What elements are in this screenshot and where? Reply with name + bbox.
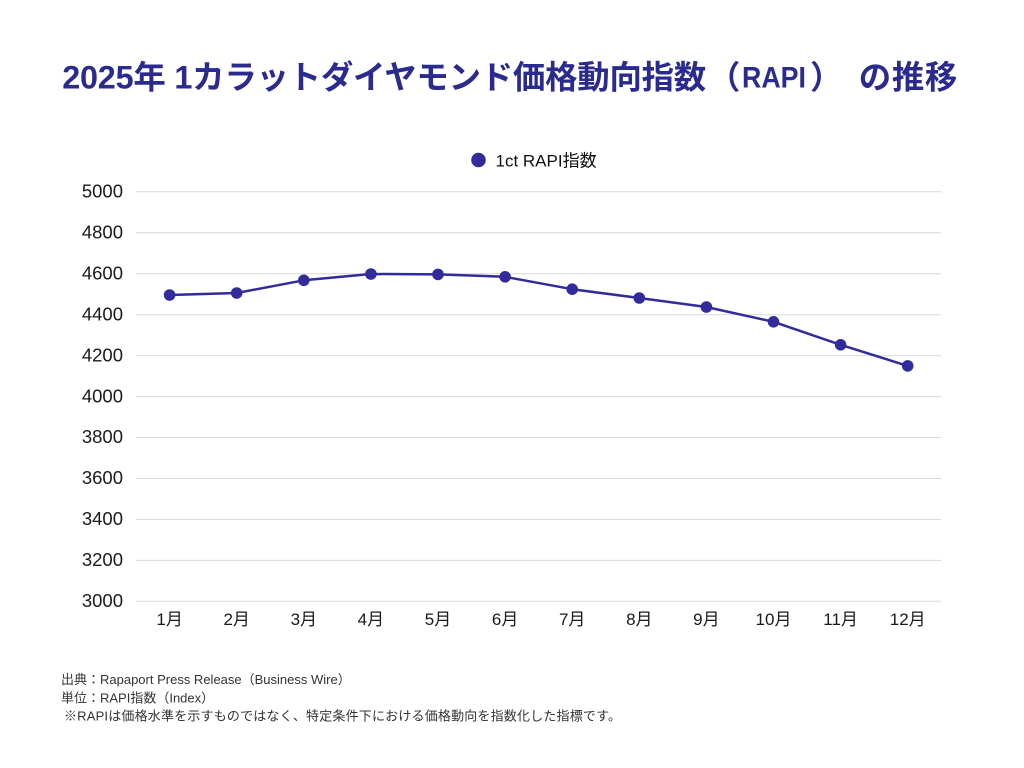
svg-text:）: ）	[810, 60, 842, 96]
svg-text:10月: 10月	[756, 610, 792, 629]
svg-text:3400: 3400	[82, 508, 123, 529]
svg-text:3800: 3800	[82, 426, 123, 447]
svg-text:RAPI: RAPI	[742, 62, 806, 95]
svg-text:（: （	[708, 60, 740, 96]
svg-text:7月: 7月	[559, 610, 585, 629]
svg-text:5000: 5000	[82, 181, 123, 202]
svg-text:6月: 6月	[492, 610, 518, 629]
svg-text:3月: 3月	[291, 610, 317, 629]
svg-text:3200: 3200	[82, 549, 123, 570]
svg-text:9月: 9月	[693, 610, 719, 629]
svg-text:4000: 4000	[82, 385, 123, 406]
svg-text:4月: 4月	[358, 610, 384, 629]
svg-text:2025年 1カラットダイヤモンド価格動向指数: 2025年 1カラットダイヤモンド価格動向指数	[62, 59, 706, 96]
svg-text:単位：RAPI指数（Index）: 単位：RAPI指数（Index）	[61, 690, 214, 705]
svg-text:2月: 2月	[223, 610, 249, 629]
svg-text:4200: 4200	[82, 344, 123, 365]
svg-text:8月: 8月	[626, 610, 652, 629]
svg-text:4400: 4400	[82, 303, 123, 324]
svg-text:12月: 12月	[890, 610, 926, 629]
svg-text:3600: 3600	[82, 467, 123, 488]
svg-text:1ct RAPI指数: 1ct RAPI指数	[496, 151, 597, 170]
svg-text:4800: 4800	[82, 222, 123, 243]
svg-text:1月: 1月	[156, 610, 182, 629]
svg-text:5月: 5月	[425, 610, 451, 629]
svg-text:の推移: の推移	[859, 60, 958, 96]
svg-text:11月: 11月	[823, 610, 858, 629]
svg-text:出典：Rapaport Press Release（Busi: 出典：Rapaport Press Release（Business Wire）	[61, 672, 351, 687]
svg-text:3000: 3000	[82, 590, 123, 611]
svg-text:※RAPIは価格水準を示すものではなく、特定条件下における価: ※RAPIは価格水準を示すものではなく、特定条件下における価格動向を指数化した指…	[64, 709, 621, 724]
svg-text:4600: 4600	[82, 262, 123, 283]
